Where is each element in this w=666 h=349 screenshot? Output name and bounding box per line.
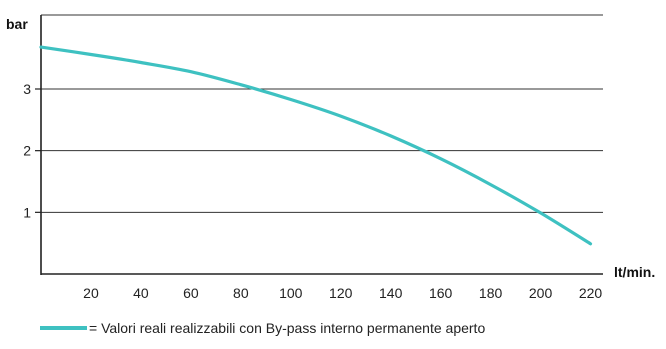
x-tick-label-120: 120	[329, 285, 353, 301]
y-tick-label-2: 2	[23, 143, 31, 159]
x-tick-label-160: 160	[429, 285, 453, 301]
legend-text: = Valori reali realizzabili con By-pass …	[89, 320, 485, 336]
x-tick-label-80: 80	[233, 285, 249, 301]
x-tick-label-40: 40	[133, 285, 149, 301]
x-tick-label-140: 140	[379, 285, 403, 301]
grid-lines	[41, 14, 603, 213]
series-lines	[39, 45, 593, 246]
tick-labels: 1 2 3 20 40 60 80 100 120 140 160 180 200 220	[23, 81, 602, 301]
x-tick-label-200: 200	[529, 285, 553, 301]
x-axis-label: lt/min.	[614, 264, 655, 280]
y-tick-label-3: 3	[23, 81, 31, 97]
series-line-0	[39, 45, 593, 246]
axes	[35, 15, 603, 275]
x-tick-label-20: 20	[83, 285, 99, 301]
legend: = Valori reali realizzabili con By-pass …	[40, 320, 485, 336]
x-tick-label-60: 60	[183, 285, 199, 301]
x-tick-label-100: 100	[279, 285, 303, 301]
y-axis-label: bar	[6, 16, 28, 32]
x-tick-label-180: 180	[479, 285, 503, 301]
y-tick-label-1: 1	[23, 204, 31, 220]
x-tick-label-220: 220	[579, 285, 603, 301]
